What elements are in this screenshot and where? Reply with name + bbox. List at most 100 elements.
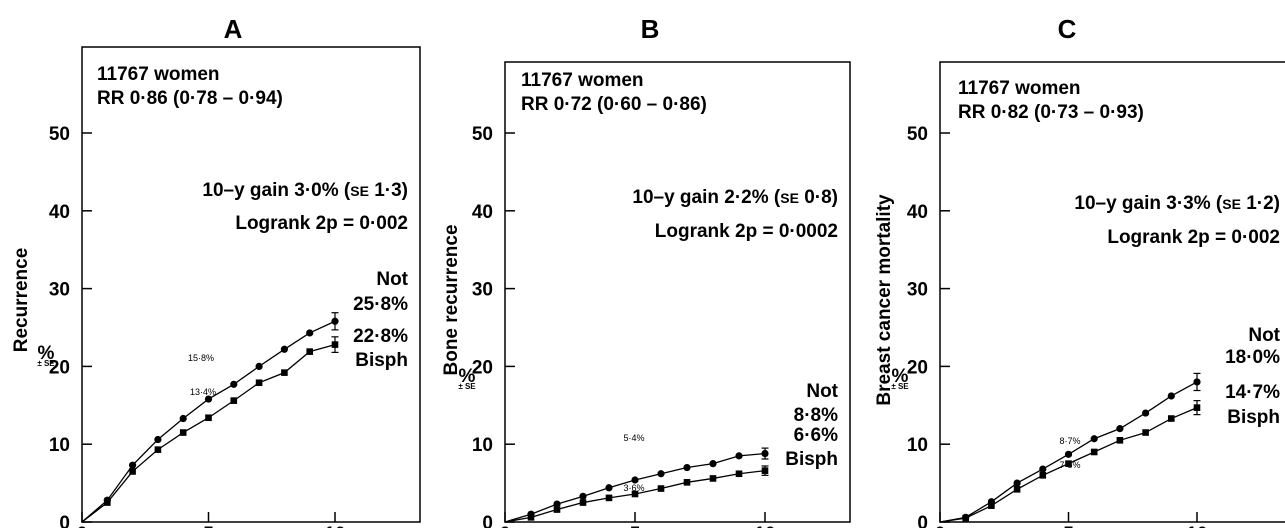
- gain-se: SE: [1222, 196, 1241, 212]
- data-point-not: [154, 435, 162, 444]
- y-tick-label: 40: [472, 202, 493, 223]
- data-point-bisph: [631, 490, 639, 498]
- data-point-not: [605, 484, 613, 492]
- y-unit-percent: %: [459, 366, 476, 387]
- x-tick-label: 5: [203, 524, 214, 528]
- y-tick-label: 20: [907, 357, 928, 378]
- y-unit-percent: %: [892, 366, 909, 387]
- data-point-bisph: [579, 499, 587, 506]
- y-tick-label: 30: [907, 280, 928, 301]
- data-point-not: [631, 476, 639, 484]
- gain-prefix: 10–y gain 3·3% (: [1074, 193, 1223, 214]
- x-axis-label: years: [1221, 524, 1271, 528]
- data-point-bisph: [1065, 460, 1072, 467]
- data-point-bisph: [104, 499, 111, 506]
- gain-suffix: 1·2): [1241, 193, 1280, 214]
- info-line: RR 0·72 (0·60 – 0·86): [521, 94, 707, 115]
- data-point-not: [1167, 392, 1175, 400]
- info-line: RR 0·82 (0·73 – 0·93): [958, 102, 1144, 123]
- x-tick-label: 0: [500, 524, 511, 528]
- data-point-bisph: [1090, 448, 1098, 456]
- data-point-bisph: [735, 470, 743, 478]
- info-line: 11767 women: [958, 78, 1081, 99]
- data-point-bisph: [1013, 486, 1021, 493]
- x-tick-label: 10: [1186, 524, 1207, 528]
- y-unit-se: ± SE: [458, 382, 476, 391]
- x-tick-label: 5: [630, 524, 641, 528]
- data-point-bisph: [1116, 437, 1124, 444]
- y-tick-label: 40: [49, 202, 70, 223]
- data-point-bisph: [553, 506, 561, 513]
- data-point-bisph: [179, 429, 187, 436]
- year5-label-not: 8·7%: [1059, 436, 1080, 446]
- data-point-bisph: [230, 397, 238, 404]
- plot-frame: [939, 61, 1285, 523]
- data-point-not: [129, 461, 137, 469]
- end-label-bisph-value: 6·6%: [794, 425, 838, 446]
- y-axis-label: Breast cancer mortality: [874, 194, 895, 406]
- logrank-text: Logrank 2p = 0·002: [235, 213, 408, 234]
- data-point-not: [657, 470, 665, 478]
- data-point-not: [1142, 409, 1150, 417]
- data-point-bisph: [1039, 472, 1047, 479]
- plot-frame: [81, 46, 421, 523]
- y-tick-label: 10: [49, 435, 70, 456]
- y-tick-label: 0: [917, 513, 928, 528]
- series-line-bisph: [81, 343, 336, 523]
- end-label-bisph-name: Bisph: [1227, 407, 1280, 428]
- info-line: 11767 women: [521, 70, 644, 91]
- panel-letter: A: [224, 14, 243, 44]
- data-point-bisph: [988, 502, 995, 509]
- data-point-not: [1064, 450, 1073, 458]
- data-point-not: [553, 500, 561, 508]
- end-label-not-value: 18·0%: [1225, 347, 1280, 368]
- year5-label-bisph: 7·5%: [1059, 460, 1080, 470]
- data-point-bisph: [657, 485, 665, 492]
- panel-letter: C: [1058, 14, 1077, 44]
- chart-panel-a: A 0 10 20 30 40 50 0 5 10 years Recurrence%± SE 1176…: [11, 14, 421, 528]
- gain-se: SE: [350, 183, 369, 199]
- data-point-bisph: [683, 479, 691, 486]
- end-label-not-name: Not: [376, 269, 408, 290]
- data-point-bisph: [205, 414, 212, 422]
- info-line: 11767 women: [97, 64, 220, 85]
- logrank-text: Logrank 2p = 0·002: [1107, 227, 1280, 248]
- y-tick-label: 10: [907, 435, 928, 456]
- data-point-bisph: [962, 514, 969, 522]
- gain-prefix: 10–y gain 3·0% (: [202, 180, 351, 201]
- y-tick-label: 10: [472, 435, 493, 456]
- gain-suffix: 1·3): [369, 180, 408, 201]
- end-label-bisph-name: Bisph: [785, 449, 838, 470]
- series-line-not: [81, 320, 336, 523]
- data-point-not: [179, 414, 187, 423]
- gain-prefix: 10–y gain 2·2% (: [632, 187, 781, 208]
- year5-label-bisph: 3·6%: [623, 483, 644, 493]
- y-unit-se: ± SE: [37, 359, 55, 368]
- year5-label-bisph: 13·4%: [190, 387, 216, 397]
- data-point-not: [1090, 435, 1098, 443]
- y-axis-label: Recurrence: [11, 248, 32, 353]
- gain-text: 10–y gain 3·0% (SE 1·3): [202, 180, 408, 201]
- data-point-bisph: [154, 446, 162, 453]
- logrank-text: Logrank 2p = 0·0002: [655, 221, 838, 242]
- panel-letter: B: [641, 14, 660, 44]
- y-tick-label: 0: [482, 513, 493, 528]
- y-tick-label: 50: [907, 124, 928, 145]
- data-point-bisph: [129, 468, 136, 475]
- data-point-not: [579, 492, 587, 500]
- data-point-not: [683, 463, 691, 472]
- y-tick-label: 50: [49, 124, 70, 145]
- data-point-bisph: [255, 379, 263, 387]
- data-point-not: [255, 362, 263, 370]
- data-point-bisph: [1168, 415, 1175, 422]
- year5-label-not: 15·8%: [188, 353, 214, 363]
- end-label-bisph-name: Bisph: [355, 350, 408, 371]
- end-label-bisph-value: 14·7%: [1225, 382, 1280, 403]
- x-tick-label: 0: [77, 524, 88, 528]
- x-tick-label: 10: [754, 524, 775, 528]
- data-point-bisph: [306, 348, 313, 355]
- data-point-bisph: [605, 494, 613, 502]
- y-tick-label: 20: [472, 357, 493, 378]
- info-line: RR 0·86 (0·78 – 0·94): [97, 88, 283, 109]
